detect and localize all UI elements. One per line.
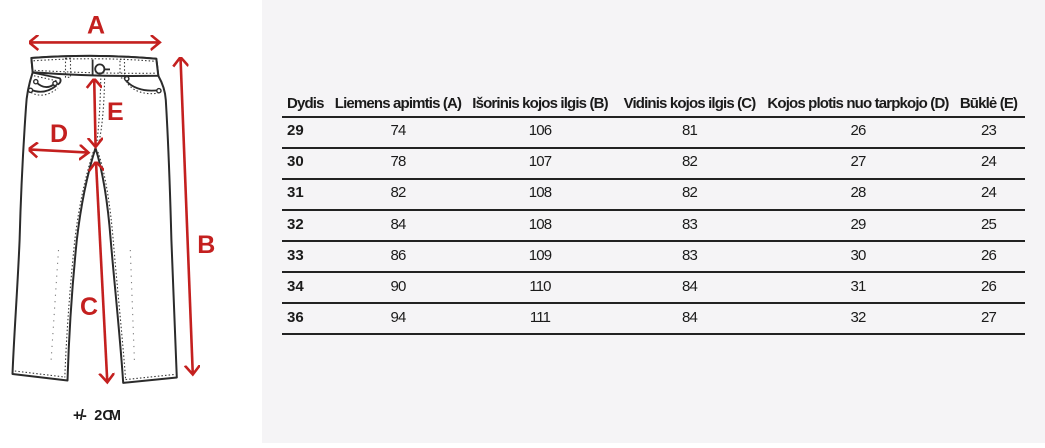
svg-text:D: D <box>50 120 68 148</box>
svg-text:CM: CM <box>102 408 121 424</box>
svg-text:C: C <box>80 293 98 321</box>
svg-text:+/-: +/- <box>73 408 87 424</box>
svg-text:A: A <box>87 11 105 39</box>
svg-text:B: B <box>197 231 215 259</box>
svg-text:E: E <box>107 98 124 126</box>
svg-text:2: 2 <box>94 408 102 424</box>
